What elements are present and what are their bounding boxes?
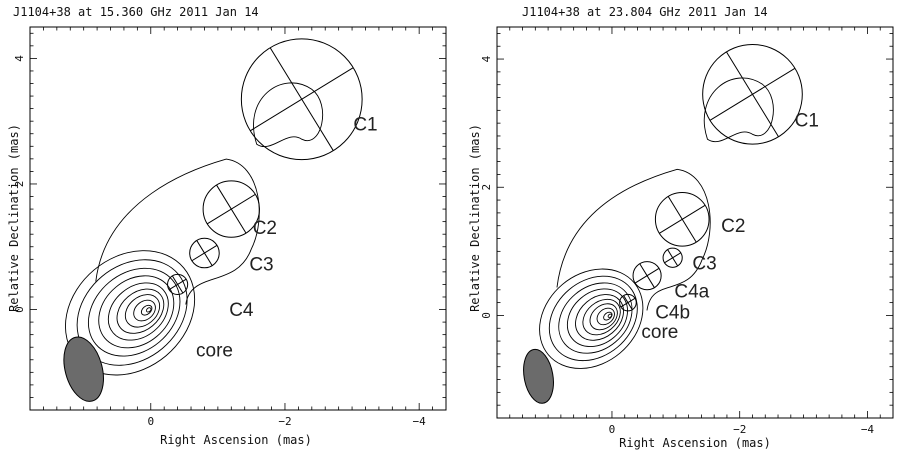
y-axis-label: Relative Declination (mas) [7, 124, 21, 312]
contour-line [107, 282, 169, 341]
component-label: C1 [353, 115, 377, 136]
panel-15ghz: J1104+38 at 15.360 GHz 2011 Jan 14 0 −2 −4… [7, 5, 447, 447]
contour-map-23ghz: J1104+38 at 23.804 GHz 2011 Jan 14 0 −2 −4… [468, 5, 894, 450]
component-cross [171, 275, 184, 294]
contour-envelope [95, 158, 260, 305]
x-axis-label: Right Ascension (mas) [160, 433, 312, 447]
contour-line [116, 288, 165, 334]
contour-line [582, 298, 621, 336]
x-tick-label: 0 [609, 423, 616, 436]
contour-c1 [703, 77, 774, 143]
contour-envelope [556, 168, 711, 311]
contour-line [87, 267, 181, 357]
component-cross [196, 240, 213, 266]
x-tick-label: −4 [413, 415, 427, 428]
beam-ellipse [523, 348, 554, 404]
component-label: C2 [721, 216, 745, 237]
beam-ellipse [63, 336, 104, 402]
contour-line [124, 294, 161, 328]
contour-line [596, 307, 615, 326]
component-cross [216, 184, 247, 234]
contour-line [548, 275, 638, 362]
component-circle [654, 191, 710, 247]
chart-title: J1104+38 at 23.804 GHz 2011 Jan 14 [522, 5, 768, 19]
contour-line [539, 268, 644, 369]
component-cross [726, 51, 779, 138]
y-tick-label: 4 [480, 55, 493, 62]
contour-line [603, 311, 613, 321]
contour-map-15ghz: J1104+38 at 15.360 GHz 2011 Jan 14 0 −2 −4… [7, 5, 447, 447]
component-cross [639, 263, 655, 288]
component-cross [667, 196, 697, 243]
component-label: C4 [229, 300, 254, 321]
x-tick-label: −2 [278, 415, 291, 428]
component-circle [619, 293, 637, 312]
component-circle [702, 43, 803, 145]
contour-line [133, 299, 156, 322]
component-circle [189, 237, 220, 269]
plot-area: 0 −2 −4 0 2 4 C1 C2 C3 C4 core [13, 26, 447, 428]
component-cross [269, 47, 334, 151]
component-cross [667, 249, 679, 267]
plot-frame [29, 26, 447, 411]
component-label: C3 [249, 255, 273, 276]
component-label: C4a [674, 281, 709, 302]
component-label: core [641, 322, 678, 343]
contour-line [607, 313, 613, 318]
component-circle [202, 180, 260, 238]
x-tick-label: −4 [861, 423, 875, 436]
x-tick-label: −2 [733, 423, 746, 436]
y-axis-label: Relative Declination (mas) [468, 124, 482, 312]
contour-line [558, 282, 633, 354]
contour-c1 [253, 82, 324, 147]
y-tick-label: 0 [13, 306, 26, 313]
chart-title: J1104+38 at 15.360 GHz 2011 Jan 14 [13, 5, 259, 19]
component-label: C1 [795, 110, 819, 131]
panel-23ghz: J1104+38 at 23.804 GHz 2011 Jan 14 0 −2 −4… [449, 0, 899, 455]
x-axis-label: Right Ascension (mas) [619, 436, 771, 450]
plot-frame [496, 26, 894, 419]
component-label: C2 [253, 218, 277, 239]
y-tick-label: 4 [13, 55, 26, 62]
component-label: C4b [655, 303, 690, 324]
y-tick-label: 2 [480, 184, 493, 191]
component-circle [662, 247, 683, 268]
contour-line [589, 303, 618, 331]
component-circle [632, 261, 662, 291]
component-label: core [196, 341, 233, 362]
x-tick-label: 0 [147, 415, 154, 428]
contour-line [140, 304, 153, 316]
component-circle [240, 38, 363, 161]
component-circle [167, 273, 189, 295]
contour-line [146, 307, 152, 313]
y-tick-label: 2 [13, 181, 26, 188]
y-tick-label: 0 [480, 312, 493, 319]
component-cross [623, 295, 633, 310]
component-label: C3 [692, 253, 716, 274]
contour-line [575, 294, 624, 341]
